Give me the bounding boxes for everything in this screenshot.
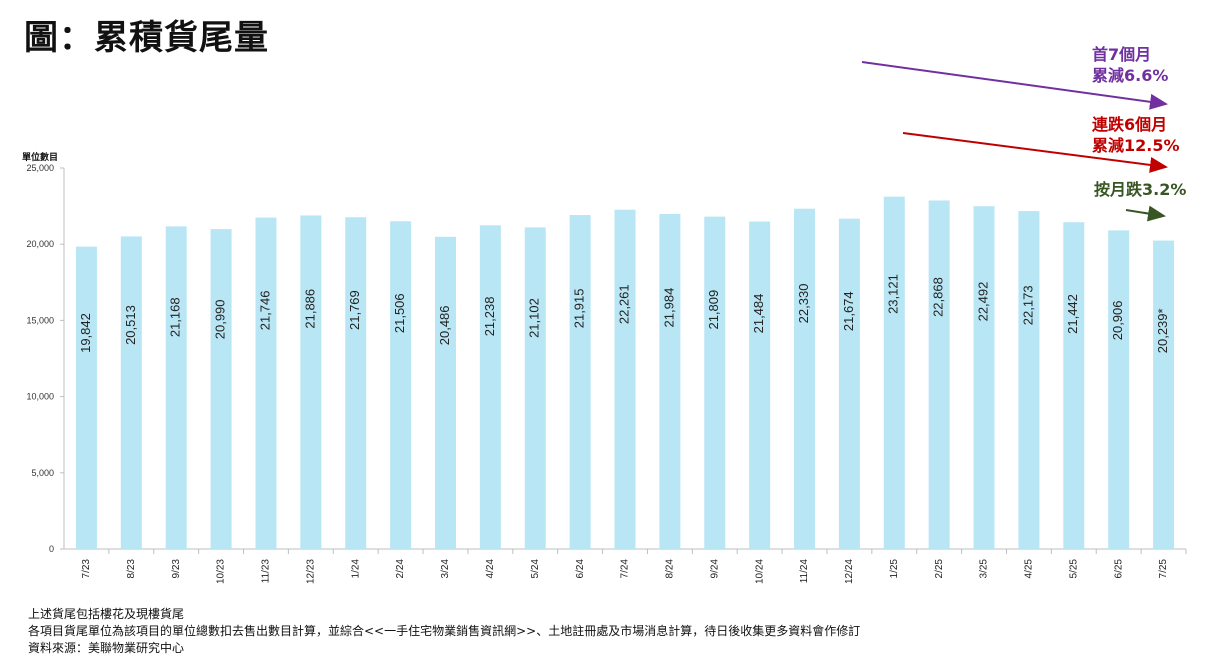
bar [75, 246, 97, 550]
footnote-source: 資料來源：美聯物業研究中心 [28, 641, 185, 655]
bar [749, 221, 771, 549]
y-axis-label: 單位數目 [22, 153, 59, 163]
bar [928, 200, 950, 549]
bar [1108, 230, 1130, 549]
footnote-method: 各項目貨尾單位為該項目的單位總數扣去售出數目計算，並綜合<<一手住宅物業銷售資訊… [28, 624, 861, 638]
annotation-monthly-drop-line1: 按月跌3.2% [1094, 180, 1187, 199]
data-label: 20,990 [213, 299, 228, 339]
bar [1153, 240, 1175, 550]
bar [120, 236, 142, 549]
bar [794, 208, 816, 549]
page-title: 圖：累積貨尾量 [24, 18, 269, 58]
x-tick-label: 9/24 [709, 559, 720, 579]
data-label: 22,492 [975, 282, 990, 322]
x-tick-label: 4/25 [1024, 559, 1035, 579]
bar [345, 217, 367, 550]
data-label: 22,261 [616, 284, 631, 324]
annotation-arrow [861, 61, 1168, 110]
data-label: 21,769 [347, 290, 362, 330]
data-label: 22,868 [931, 277, 946, 317]
data-label: 21,238 [482, 297, 497, 337]
data-label: 21,168 [168, 297, 183, 337]
x-tick-label: 7/25 [1158, 559, 1169, 579]
x-tick-label: 8/23 [126, 559, 137, 579]
x-tick-label: 7/23 [81, 559, 92, 579]
x-tick-label: 9/23 [171, 559, 182, 579]
data-label: 19,842 [78, 313, 93, 353]
bar [883, 196, 905, 549]
x-tick-label: 5/25 [1068, 559, 1079, 579]
bar [300, 215, 322, 549]
bar [614, 209, 636, 549]
x-tick-label: 6/24 [575, 559, 586, 579]
annotation-arrow [902, 132, 1168, 173]
x-tick-label: 1/25 [889, 559, 900, 579]
annotation-six-month-drop-line2: 累減12.5% [1092, 136, 1180, 155]
annotation-monthly-drop: 按月跌3.2% [1094, 179, 1186, 200]
bar [390, 221, 412, 549]
bar [659, 213, 681, 549]
x-tick-label: 5/24 [530, 559, 541, 579]
bar [210, 229, 232, 549]
bar [255, 217, 277, 550]
data-label: 20,513 [123, 305, 138, 345]
data-label: 21,102 [527, 298, 542, 338]
x-tick-label: 8/24 [665, 559, 676, 579]
x-tick-label: 3/25 [979, 559, 990, 579]
x-tick-label: 10/23 [216, 559, 227, 584]
x-tick-label: 10/24 [754, 559, 765, 584]
footnote-scope: 上述貨尾包括樓花及現樓貨尾 [28, 607, 185, 621]
data-label: 21,809 [706, 290, 721, 330]
y-tick-label: 10,000 [26, 392, 54, 402]
x-tick-label: 4/24 [485, 559, 496, 579]
data-label: 22,173 [1020, 285, 1035, 325]
bar [165, 226, 187, 550]
data-label: 21,484 [751, 294, 766, 334]
y-tick-label: 20,000 [26, 239, 54, 249]
x-tick-label: 11/23 [261, 559, 272, 584]
y-tick-label: 0 [49, 544, 54, 554]
data-label: 21,506 [392, 293, 407, 333]
bar [434, 236, 456, 549]
data-label: 21,915 [572, 288, 587, 328]
bar [479, 225, 501, 549]
data-label: 20,486 [437, 305, 452, 345]
x-tick-label: 12/24 [844, 559, 855, 584]
x-tick-label: 2/24 [395, 559, 406, 579]
annotation-first-7-months: 首7個月 累減6.6% [1092, 44, 1168, 86]
y-tick-label: 15,000 [26, 315, 54, 325]
x-tick-label: 3/24 [440, 559, 451, 579]
annotation-first-7-months-line1: 首7個月 [1092, 45, 1152, 64]
data-label: 21,442 [1065, 294, 1080, 334]
bar [704, 216, 726, 549]
y-tick-label: 25,000 [26, 163, 54, 173]
bar [524, 227, 546, 549]
annotation-six-month-drop-line1: 連跌6個月 [1092, 115, 1168, 134]
x-tick-label: 11/24 [799, 559, 810, 584]
bar [838, 218, 860, 549]
data-label: 21,984 [661, 288, 676, 328]
bar [569, 215, 591, 550]
data-label: 20,239* [1155, 308, 1170, 353]
data-label: 21,746 [257, 291, 272, 331]
x-tick-label: 1/24 [350, 559, 361, 579]
x-tick-label: 7/24 [620, 559, 631, 579]
data-label: 20,906 [1110, 300, 1125, 340]
bar [1018, 211, 1040, 549]
bar [973, 206, 995, 549]
annotation-first-7-months-line2: 累減6.6% [1092, 66, 1169, 85]
data-label: 21,674 [841, 291, 856, 331]
y-tick-label: 5,000 [31, 468, 54, 478]
annotation-arrow [1125, 205, 1166, 222]
data-label: 23,121 [886, 274, 901, 314]
bar [1063, 222, 1085, 549]
data-label: 21,886 [302, 289, 317, 329]
x-tick-label: 6/25 [1113, 559, 1124, 579]
x-tick-label: 12/23 [305, 559, 316, 584]
data-label: 22,330 [796, 284, 811, 324]
x-tick-label: 2/25 [934, 559, 945, 579]
annotation-six-month-drop: 連跌6個月 累減12.5% [1092, 114, 1180, 156]
